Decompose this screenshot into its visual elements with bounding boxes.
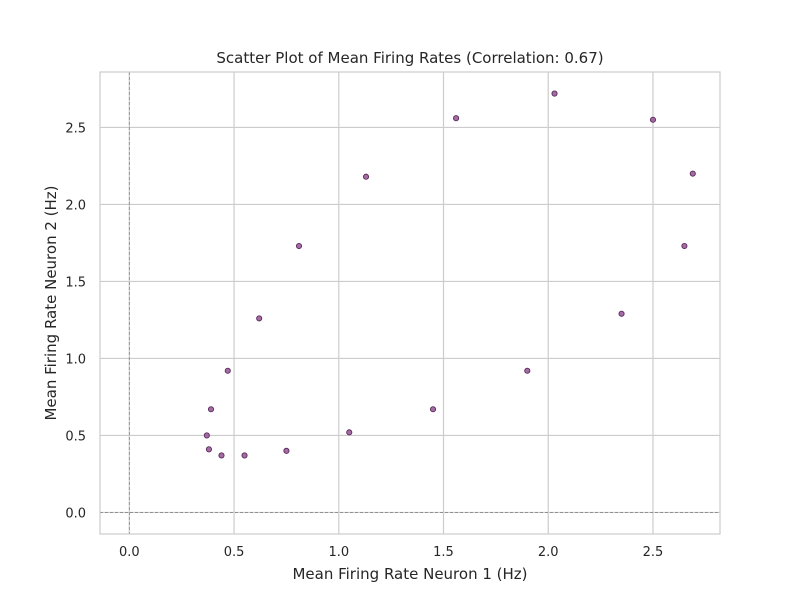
data-point: [346, 429, 353, 436]
y-tick-label: 2.5: [65, 121, 86, 136]
grid-lines: [100, 72, 720, 534]
y-tick-label: 0.5: [65, 429, 86, 444]
data-point: [453, 115, 460, 122]
data-point: [551, 90, 558, 97]
y-axis-label: Mean Firing Rate Neuron 2 (Hz): [42, 185, 60, 420]
data-point: [362, 173, 370, 180]
data-points: [203, 90, 696, 459]
data-point: [524, 367, 531, 374]
data-point: [689, 170, 696, 177]
data-point: [681, 242, 688, 250]
plot-area-frame: [99, 71, 721, 535]
data-point: [224, 367, 231, 374]
x-tick-labels: 0.0 0.5 1.0 1.5 2.0 2.5: [119, 545, 663, 560]
data-point: [256, 315, 263, 322]
data-point: [241, 452, 248, 459]
data-point: [203, 432, 210, 439]
chart-title: Scatter Plot of Mean Firing Rates (Corre…: [216, 49, 603, 67]
data-point: [295, 242, 303, 250]
x-tick-label: 0.0: [119, 545, 140, 560]
x-tick-label: 1.5: [433, 545, 454, 560]
x-tick-label: 0.5: [224, 545, 245, 560]
x-axis-label: Mean Firing Rate Neuron 1 (Hz): [292, 565, 527, 583]
y-tick-labels: 0.0 0.5 1.0 1.5 2.0 2.5: [65, 121, 86, 521]
data-point: [207, 406, 215, 413]
y-tick-label: 0.0: [65, 506, 86, 521]
data-point: [618, 310, 625, 317]
data-point: [429, 406, 437, 413]
y-tick-label: 1.0: [65, 352, 86, 367]
y-tick-label: 2.0: [65, 198, 86, 213]
x-tick-label: 1.0: [328, 545, 349, 560]
data-point: [283, 447, 290, 454]
data-point: [205, 446, 212, 453]
data-point: [218, 452, 225, 459]
data-point: [649, 116, 657, 123]
y-tick-label: 1.5: [65, 275, 86, 290]
reference-lines: [100, 72, 720, 534]
x-tick-label: 2.0: [538, 545, 559, 560]
x-tick-label: 2.5: [643, 545, 664, 560]
